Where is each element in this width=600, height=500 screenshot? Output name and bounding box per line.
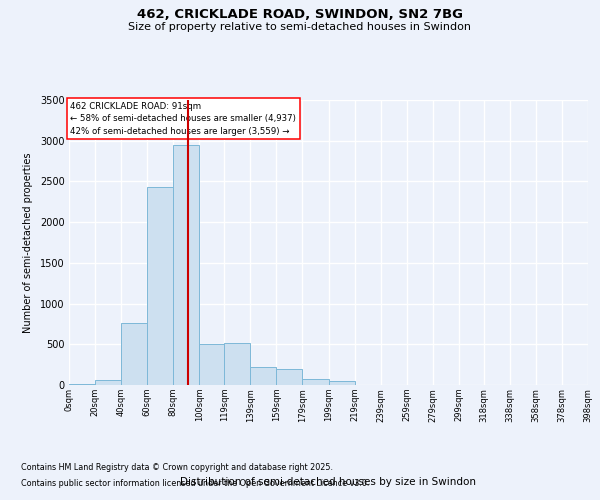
Bar [329,380,355,385]
Bar [121,323,147,385]
Bar [173,145,199,385]
Bar [147,187,173,385]
Text: Contains public sector information licensed under the Open Government Licence v3: Contains public sector information licen… [21,478,370,488]
Text: 462, CRICKLADE ROAD, SWINDON, SN2 7BG: 462, CRICKLADE ROAD, SWINDON, SN2 7BG [137,8,463,20]
Bar [277,369,302,385]
Bar [95,380,121,385]
X-axis label: Distribution of semi-detached houses by size in Swindon: Distribution of semi-detached houses by … [181,478,476,488]
Bar [224,344,250,385]
Text: Size of property relative to semi-detached houses in Swindon: Size of property relative to semi-detach… [128,22,472,32]
Y-axis label: Number of semi-detached properties: Number of semi-detached properties [23,152,33,333]
Text: Contains HM Land Registry data © Crown copyright and database right 2025.: Contains HM Land Registry data © Crown c… [21,464,333,472]
Text: 462 CRICKLADE ROAD: 91sqm
← 58% of semi-detached houses are smaller (4,937)
42% : 462 CRICKLADE ROAD: 91sqm ← 58% of semi-… [70,102,296,136]
Bar [69,384,95,385]
Bar [302,379,329,385]
Bar [199,344,224,385]
Bar [250,368,277,385]
